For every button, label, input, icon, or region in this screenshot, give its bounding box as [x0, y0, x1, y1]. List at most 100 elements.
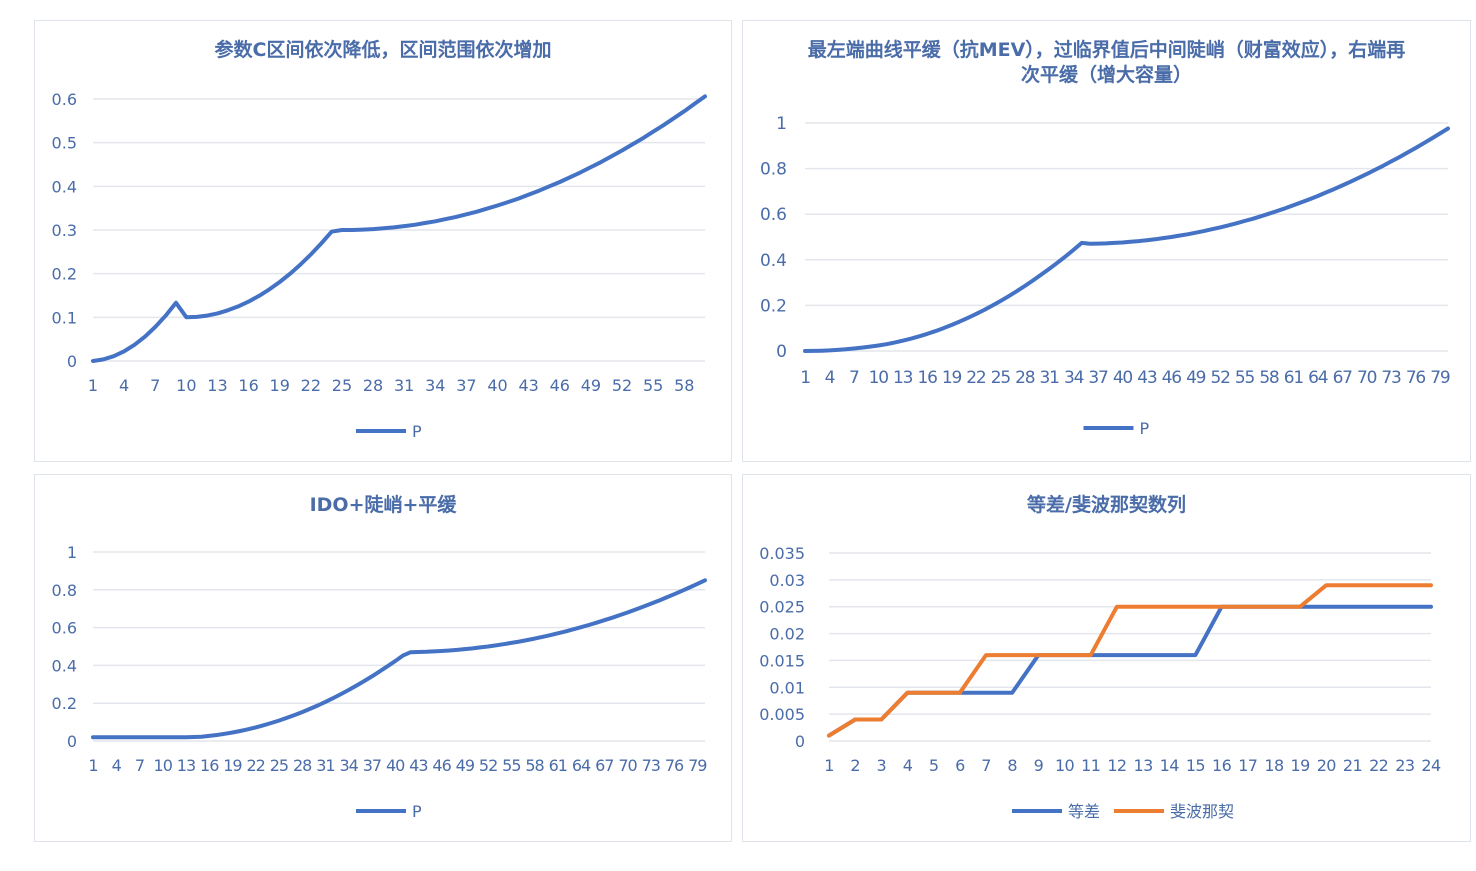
- y-tick-label: 0.03: [769, 571, 805, 590]
- x-tick-label: 13: [1134, 756, 1153, 775]
- x-tick-label: 16: [238, 376, 258, 395]
- x-tick-label: 20: [1317, 756, 1337, 775]
- x-tick-label: 34: [339, 756, 358, 775]
- legend-label: P: [412, 422, 422, 441]
- x-tick-label: 31: [394, 376, 414, 395]
- y-tick-label: 0.4: [760, 251, 787, 271]
- x-tick-label: 16: [917, 368, 937, 388]
- x-tick-label: 23: [1395, 756, 1414, 775]
- legend-label: 等差: [1068, 802, 1100, 821]
- y-tick-label: 0.6: [760, 205, 787, 225]
- x-tick-label: 55: [1235, 368, 1255, 388]
- y-tick-label: 0: [67, 732, 77, 751]
- x-tick-label: 4: [112, 756, 122, 775]
- x-tick-label: 58: [525, 756, 544, 775]
- x-tick-label: 67: [1333, 368, 1353, 388]
- x-tick-label: 25: [270, 756, 288, 775]
- x-tick-label: 43: [409, 756, 427, 775]
- y-tick-label: 0.3: [52, 221, 77, 240]
- x-tick-label: 14: [1160, 756, 1180, 775]
- x-tick-label: 49: [581, 376, 601, 395]
- x-tick-label: 1: [88, 376, 98, 395]
- chart-title: IDO+陡峭+平缓: [309, 494, 457, 516]
- x-tick-label: 64: [1308, 368, 1328, 388]
- x-tick-label: 58: [1259, 368, 1279, 388]
- x-tick-label: 18: [1264, 756, 1284, 775]
- x-tick-label: 5: [929, 756, 939, 775]
- chart-panel-2: 最左端曲线平缓（抗MEV），过临界值后中间陡峭（财富效应），右端再次平缓（增大容…: [742, 20, 1471, 462]
- x-tick-label: 58: [674, 376, 694, 395]
- x-tick-label: 11: [1081, 756, 1100, 775]
- y-tick-label: 0.01: [769, 678, 805, 697]
- x-tick-label: 49: [456, 756, 475, 775]
- x-tick-label: 13: [893, 368, 913, 388]
- x-tick-label: 6: [955, 756, 965, 775]
- x-tick-label: 43: [518, 376, 538, 395]
- x-tick-label: 19: [1291, 756, 1311, 775]
- x-tick-label: 73: [642, 756, 660, 775]
- y-tick-label: 0.5: [52, 134, 77, 153]
- x-tick-label: 37: [456, 376, 476, 395]
- x-tick-label: 10: [176, 376, 196, 395]
- chart-panel-1: 参数C区间依次降低，区间范围依次增加 0 0.1 0.2 0.3 0.4 0.5 0.6 1 4…: [34, 20, 732, 462]
- y-tick-label: 0: [67, 352, 77, 371]
- legend: P: [356, 802, 422, 821]
- x-tick-label: 64: [572, 756, 591, 775]
- x-tick-label: 19: [942, 368, 962, 388]
- x-tick-label: 22: [966, 368, 986, 388]
- chart-title: 最左端曲线平缓（抗MEV），过临界值后中间陡峭（财富效应），右端再次平缓（增大容…: [807, 39, 1406, 86]
- x-tick-label: 52: [612, 376, 632, 395]
- y-tick-label: 0.2: [760, 296, 787, 316]
- y-tick-label: 0.6: [52, 90, 77, 109]
- x-tick-label: 31: [316, 756, 334, 775]
- x-tick-label: 7: [981, 756, 991, 775]
- y-tick-label: 0.02: [769, 625, 805, 644]
- x-tick-label: 10: [869, 368, 889, 388]
- x-tick-label: 25: [332, 376, 352, 395]
- y-tick-label: 0.015: [759, 651, 805, 670]
- x-tick-label: 9: [1034, 756, 1044, 775]
- y-tick-label: 0.8: [52, 581, 77, 600]
- x-tick-label: 70: [618, 756, 637, 775]
- x-tick-label: 46: [1162, 368, 1182, 388]
- y-tick-label: 0.2: [52, 694, 77, 713]
- x-tick-label: 7: [849, 368, 859, 388]
- x-tick-label: 37: [1088, 368, 1108, 388]
- x-tick-label: 8: [1007, 756, 1017, 775]
- legend-label: P: [1140, 419, 1150, 438]
- x-tick-label: 7: [135, 756, 144, 775]
- x-tick-label: 1: [824, 756, 834, 775]
- x-tick-label: 43: [1137, 368, 1157, 388]
- series-line-1: [827, 604, 1433, 738]
- x-tick-label: 79: [1430, 368, 1450, 388]
- x-tick-label: 61: [549, 756, 567, 775]
- x-tick-label: 28: [293, 756, 312, 775]
- x-tick-label: 49: [1186, 368, 1206, 388]
- legend-label: 斐波那契: [1170, 802, 1234, 821]
- series-line-1: [91, 578, 707, 740]
- series-line-1: [91, 94, 707, 363]
- y-tick-label: 0.8: [760, 160, 787, 180]
- y-tick-label: 0.025: [759, 598, 805, 617]
- x-tick-label: 4: [119, 376, 129, 395]
- x-tick-label: 15: [1186, 756, 1205, 775]
- x-tick-label: 1: [88, 756, 97, 775]
- x-tick-label: 61: [1284, 368, 1304, 388]
- x-tick-label: 55: [643, 376, 663, 395]
- y-tick-label: 0.4: [52, 656, 77, 675]
- x-tick-label: 3: [877, 756, 887, 775]
- x-tick-label: 28: [363, 376, 383, 395]
- x-tick-label: 22: [1369, 756, 1388, 775]
- x-tick-label: 19: [223, 756, 242, 775]
- legend: P: [356, 422, 422, 441]
- x-tick-label: 34: [425, 376, 445, 395]
- x-tick-label: 76: [1406, 368, 1426, 388]
- y-tick-label: 0.1: [52, 308, 77, 327]
- x-tick-label: 7: [150, 376, 160, 395]
- x-tick-label: 40: [386, 756, 405, 775]
- x-tick-label: 2: [850, 756, 860, 775]
- x-tick-label: 17: [1238, 756, 1257, 775]
- legend-label: P: [412, 802, 422, 821]
- y-tick-label: 0.2: [52, 265, 77, 284]
